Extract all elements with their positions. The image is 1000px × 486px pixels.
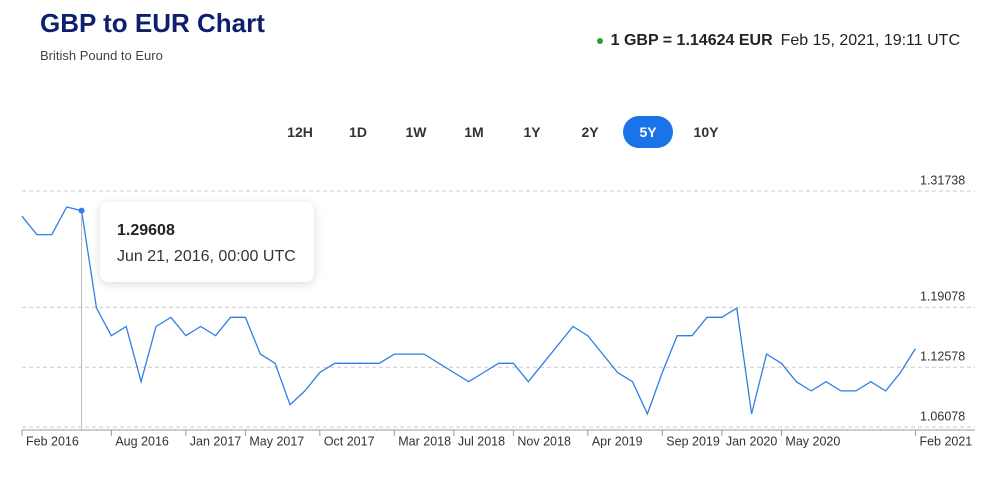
x-tick-label: Jan 2017 <box>190 434 241 448</box>
y-tick-label: 1.12578 <box>920 350 965 364</box>
x-tick-label: Sep 2019 <box>666 434 720 448</box>
x-tick-label: Jul 2018 <box>458 434 505 448</box>
price-line <box>21 206 916 416</box>
subtitle: British Pound to Euro <box>40 48 163 63</box>
y-tick-label: 1.06078 <box>920 409 965 423</box>
range-button[interactable]: 10Y <box>693 124 719 140</box>
tooltip: 1.29608 Jun 21, 2016, 00:00 UTC <box>100 202 314 282</box>
range-selector: 12H 1D 1W 1M 1Y 2Y 5Y 10Y <box>275 116 731 148</box>
x-tick-label: May 2017 <box>249 434 304 448</box>
x-tick-label: Feb 2021 <box>919 434 972 448</box>
tooltip-date: Jun 21, 2016, 00:00 UTC <box>117 248 296 265</box>
rate: 1 GBP = 1.14624 EUR <box>610 32 773 49</box>
tooltip-value: 1.29608 <box>117 222 175 239</box>
x-tick-label: Aug 2016 <box>115 434 169 448</box>
range-button[interactable]: 2Y <box>581 124 599 140</box>
x-tick-label: Oct 2017 <box>324 434 375 448</box>
timestamp: Feb 15, 2021, 19:11 UTC <box>780 32 960 49</box>
hover-point <box>78 207 85 214</box>
x-tick-label: Nov 2018 <box>517 434 571 448</box>
range-button[interactable]: 1Y <box>523 124 541 140</box>
range-button[interactable]: 1W <box>405 124 427 140</box>
range-button[interactable]: 1D <box>349 124 367 140</box>
y-tick-label: 1.19078 <box>920 290 965 304</box>
y-tick-label: 1.31738 <box>920 173 965 187</box>
rate-info: 1 GBP = 1.14624 EUR Feb 15, 2021, 19:11 U… <box>596 32 960 50</box>
range-button[interactable]: 1M <box>464 124 484 140</box>
x-tick-label: May 2020 <box>785 434 840 448</box>
range-button[interactable]: 5Y <box>623 116 673 148</box>
x-tick-label: Jan 2020 <box>726 434 777 448</box>
x-tick-label: Feb 2016 <box>26 434 79 448</box>
title: GBP to EUR Chart <box>40 8 265 38</box>
status-dot <box>596 38 603 44</box>
x-tick-label: Mar 2018 <box>398 434 451 448</box>
range-button[interactable]: 12H <box>287 124 313 140</box>
x-tick-label: Apr 2019 <box>592 434 643 448</box>
